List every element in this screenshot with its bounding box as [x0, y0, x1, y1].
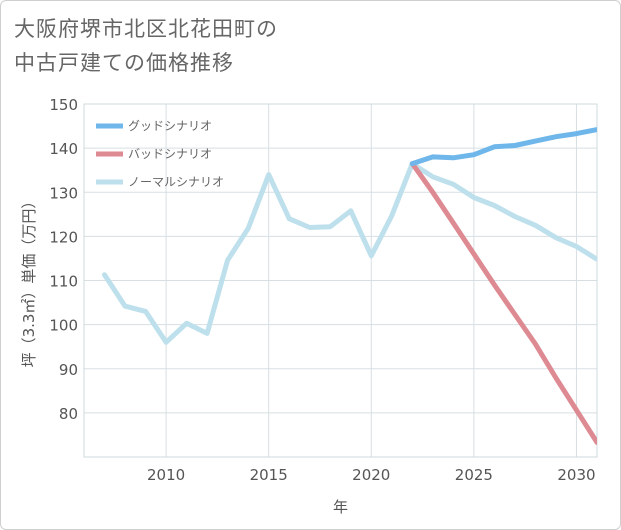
x-tick-label: 2025 [455, 466, 493, 484]
y-tick-label: 80 [59, 405, 78, 423]
y-tick-label: 90 [59, 361, 78, 379]
series-good-line [409, 127, 597, 167]
y-tick-label: 110 [49, 273, 78, 291]
legend-label: グッドシナリオ [128, 119, 212, 133]
series-lines [102, 127, 597, 445]
series-normal-line [102, 161, 597, 345]
y-axis-ticks: 80 90 100 110 120 130 140 150 [49, 96, 78, 423]
legend-label: ノーマルシナリオ [128, 175, 224, 189]
y-tick-label: 140 [49, 140, 78, 158]
chart-title-line-2: 中古戸建ての価格推移 [14, 51, 234, 75]
y-tick-label: 100 [49, 317, 78, 335]
legend-item-bad: バッドシナリオ [96, 147, 212, 161]
x-tick-label: 2010 [147, 466, 185, 484]
x-axis-title: 年 [333, 498, 348, 516]
legend-item-normal: ノーマルシナリオ [96, 175, 224, 189]
x-tick-label: 2030 [557, 466, 595, 484]
x-axis-ticks: 2010 2015 2020 2025 2030 [147, 466, 596, 484]
x-tick-label: 2020 [352, 466, 390, 484]
legend-label: バッドシナリオ [128, 147, 212, 161]
chart-title-line-1: 大阪府堺市北区北花田町の [14, 17, 278, 41]
y-tick-label: 130 [49, 184, 78, 202]
y-tick-label: 120 [49, 228, 78, 246]
series-bad-line [409, 161, 597, 445]
y-tick-label: 150 [49, 96, 78, 114]
legend-item-good: グッドシナリオ [96, 119, 212, 133]
x-tick-label: 2015 [250, 466, 288, 484]
chart-title: 大阪府堺市北区北花田町の 中古戸建ての価格推移 [14, 12, 434, 80]
plot-area-border [83, 103, 598, 458]
y-axis-title: 坪（3.3㎡）単価（万円） [20, 194, 38, 368]
